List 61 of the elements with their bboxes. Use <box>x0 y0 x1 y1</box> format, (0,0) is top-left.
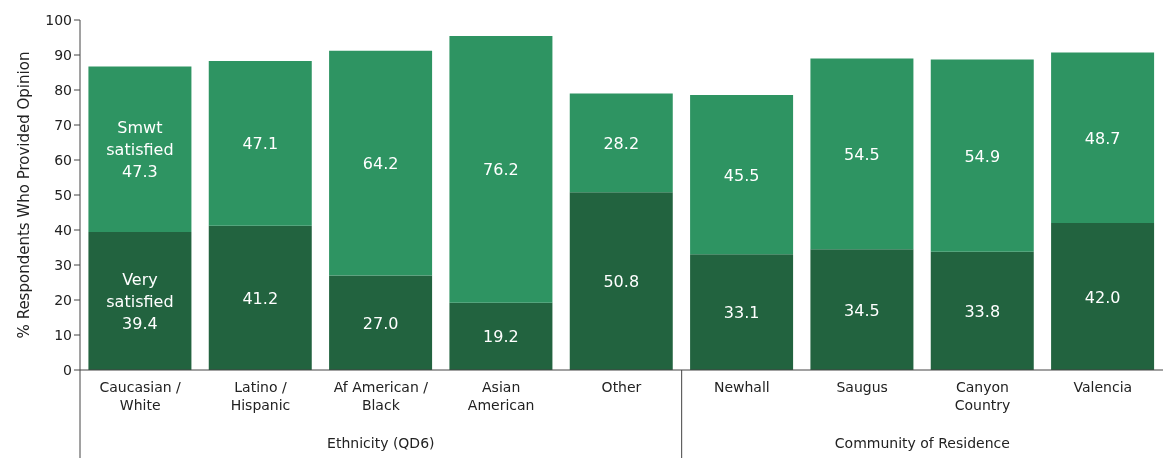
bar <box>569 192 673 370</box>
x-tick-label: Newhall <box>713 379 770 395</box>
data-label: 33.1 <box>723 302 760 322</box>
data-label: 64.2 <box>362 153 399 173</box>
bar <box>449 302 553 370</box>
bar <box>329 275 433 370</box>
y-tick-label: 90 <box>54 46 72 63</box>
x-tick-label: Canyon Country <box>954 379 1011 413</box>
x-tick-label: Asian American <box>467 379 535 413</box>
data-label: 45.5 <box>723 165 760 185</box>
bar <box>930 59 1034 252</box>
series-label: Smwt satisfied <box>106 117 174 159</box>
bar <box>329 50 433 276</box>
bar <box>449 36 553 303</box>
bar <box>810 249 914 370</box>
bar <box>88 66 192 233</box>
x-tick-label: Valencia <box>1073 379 1133 395</box>
data-label: 27.0 <box>362 313 399 333</box>
y-tick-label: 70 <box>54 116 72 133</box>
data-label: 54.9 <box>964 146 1001 166</box>
data-label: 48.7 <box>1084 128 1121 148</box>
bar <box>690 254 794 370</box>
y-axis-title: % Respondents Who Provided Opinion <box>15 51 34 339</box>
y-tick-label: 30 <box>54 256 72 273</box>
text: Community of Residence <box>834 435 1010 451</box>
bar <box>569 93 673 193</box>
y-tick-label: 20 <box>54 291 72 308</box>
data-label: 33.8 <box>964 301 1001 321</box>
data-label: 50.8 <box>603 271 640 291</box>
data-label: 76.2 <box>483 159 519 179</box>
series-label: Very satisfied <box>106 269 174 311</box>
data-label: 54.5 <box>844 144 880 164</box>
bar <box>810 58 914 250</box>
text: Ethnicity (QD6) <box>327 435 435 451</box>
y-tick-label: 40 <box>54 221 72 238</box>
x-tick-label: Other <box>601 379 642 395</box>
bar <box>1051 52 1155 223</box>
y-tick-label: 50 <box>54 186 72 203</box>
bar <box>930 251 1034 370</box>
data-label: 41.2 <box>242 288 279 308</box>
bar <box>208 60 312 226</box>
bar <box>88 232 192 370</box>
data-label: 42.0 <box>1084 287 1121 306</box>
y-tick-label: 60 <box>54 151 72 168</box>
bar <box>690 94 794 255</box>
y-tick-label: 100 <box>45 11 72 28</box>
data-label: 28.2 <box>603 133 640 153</box>
x-tick-label: Caucasian / White <box>99 379 182 413</box>
x-tick-label: Latino / Hispanic <box>230 379 291 413</box>
data-label: 19.2 <box>483 326 519 346</box>
y-tick-label: 0 <box>63 361 72 378</box>
bar <box>1051 223 1155 370</box>
bar <box>208 225 312 370</box>
data-label: 47.1 <box>242 133 279 153</box>
x-tick-label: Af American / Black <box>333 379 429 413</box>
data-label: 39.4 <box>122 313 158 333</box>
y-tick-label: 80 <box>54 81 72 98</box>
x-tick-label: Saugus <box>836 379 888 395</box>
data-label: 47.3 <box>122 161 158 181</box>
data-label: 34.5 <box>844 300 880 320</box>
y-tick-label: 10 <box>54 326 72 343</box>
